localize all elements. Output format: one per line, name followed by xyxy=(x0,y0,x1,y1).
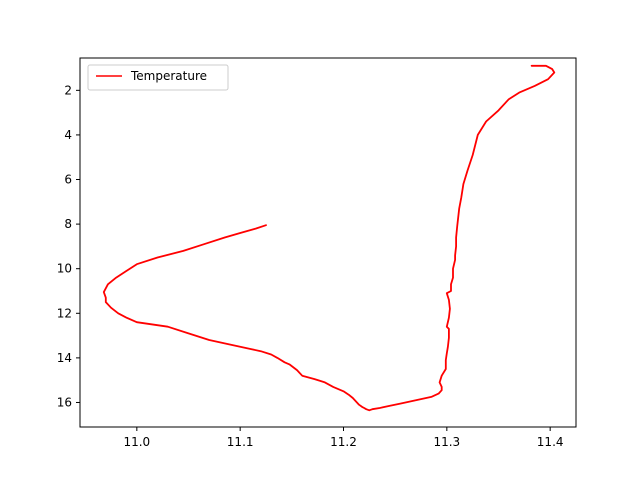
legend-frame xyxy=(87,64,229,91)
y-tick-label: 8 xyxy=(64,217,72,231)
y-tick-label: 14 xyxy=(57,351,72,365)
x-tick-label: 11.1 xyxy=(227,435,254,449)
x-tick-label: 11.4 xyxy=(537,435,564,449)
axes: 11.0 11.1 11.2 11.3 11.4 2 4 6 8 10 12 14 16 xyxy=(57,57,577,449)
y-tick-label: 4 xyxy=(64,128,72,142)
legend: Temperature xyxy=(87,64,229,91)
axes-frame xyxy=(79,57,577,428)
y-tick-label: 6 xyxy=(64,173,72,187)
x-tick-label: 11.0 xyxy=(123,435,150,449)
y-tick-label: 10 xyxy=(57,262,72,276)
legend-label: Temperature xyxy=(130,69,207,83)
plot-area xyxy=(102,64,556,412)
y-tick-label: 2 xyxy=(64,83,72,97)
series-line-0 xyxy=(102,64,556,412)
y-tick-label: 12 xyxy=(57,306,72,320)
y-tick-label: 16 xyxy=(57,395,72,409)
x-tick-label: 11.3 xyxy=(433,435,460,449)
x-tick-label: 11.2 xyxy=(330,435,357,449)
